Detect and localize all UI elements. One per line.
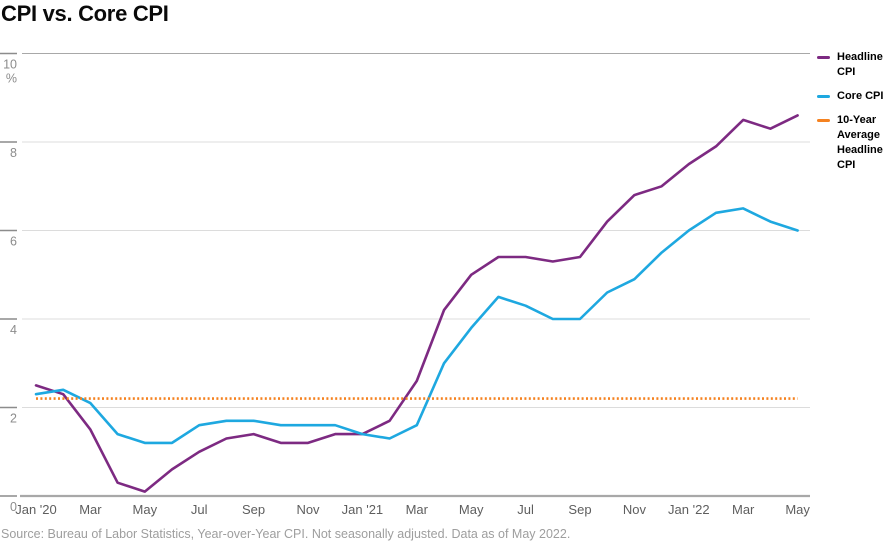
x-tick-label: Jan '22 xyxy=(668,502,710,517)
source-note: Source: Bureau of Labor Statistics, Year… xyxy=(1,527,571,541)
x-tick-label: Jan '21 xyxy=(342,502,384,517)
y-tick-label: 4 xyxy=(10,323,17,337)
x-tick-label: Nov xyxy=(623,502,647,517)
series-core-cpi xyxy=(34,207,799,445)
legend-dash-icon xyxy=(817,95,830,98)
y-tick-label: 6 xyxy=(10,235,17,249)
series-headline-cpi xyxy=(34,114,799,493)
x-tick-label: Jul xyxy=(191,502,208,517)
x-tick-label: Jan '20 xyxy=(15,502,57,517)
y-tick-label: 0 xyxy=(10,500,17,514)
y-tick-label: 10 xyxy=(3,58,17,72)
legend-dash-icon xyxy=(817,56,830,59)
legend-item-headline-cpi: Headline CPI xyxy=(817,50,889,80)
legend-item-label: Headline CPI xyxy=(837,51,883,78)
legend-item-label: Core CPI xyxy=(837,90,884,102)
x-tick-label: May xyxy=(133,502,158,517)
x-tick-label: Nov xyxy=(296,502,320,517)
legend-item-core-cpi: Core CPI xyxy=(817,89,889,104)
y-tick-label: 8 xyxy=(10,146,17,160)
x-tick-label: Mar xyxy=(79,502,102,517)
x-tick-label: May xyxy=(459,502,484,517)
x-axis-labels: Jan '20 Mar May Jul Sep Nov Jan '21 Mar May Jul Se… xyxy=(15,502,810,517)
legend-dash-icon xyxy=(817,119,830,122)
y-axis-unit-label: % xyxy=(6,72,17,86)
x-tick-label: Mar xyxy=(732,502,755,517)
x-tick-label: Sep xyxy=(242,502,265,517)
x-tick-label: Mar xyxy=(406,502,429,517)
x-tick-label: Jul xyxy=(517,502,534,517)
legend: Headline CPI Core CPI 10-Year Average Head… xyxy=(817,50,889,173)
x-tick-label: May xyxy=(785,502,810,517)
y-axis: 0 2 4 6 8 10% xyxy=(0,52,810,514)
x-tick-label: Sep xyxy=(568,502,591,517)
legend-item-label: 10-Year Average Headline CPI xyxy=(837,114,883,171)
y-tick-label: 2 xyxy=(10,412,17,426)
page-title: CPI vs. Core CPI xyxy=(1,1,169,26)
legend-item-10-year-average-headline-cpi: 10-Year Average Headline CPI xyxy=(817,113,889,173)
